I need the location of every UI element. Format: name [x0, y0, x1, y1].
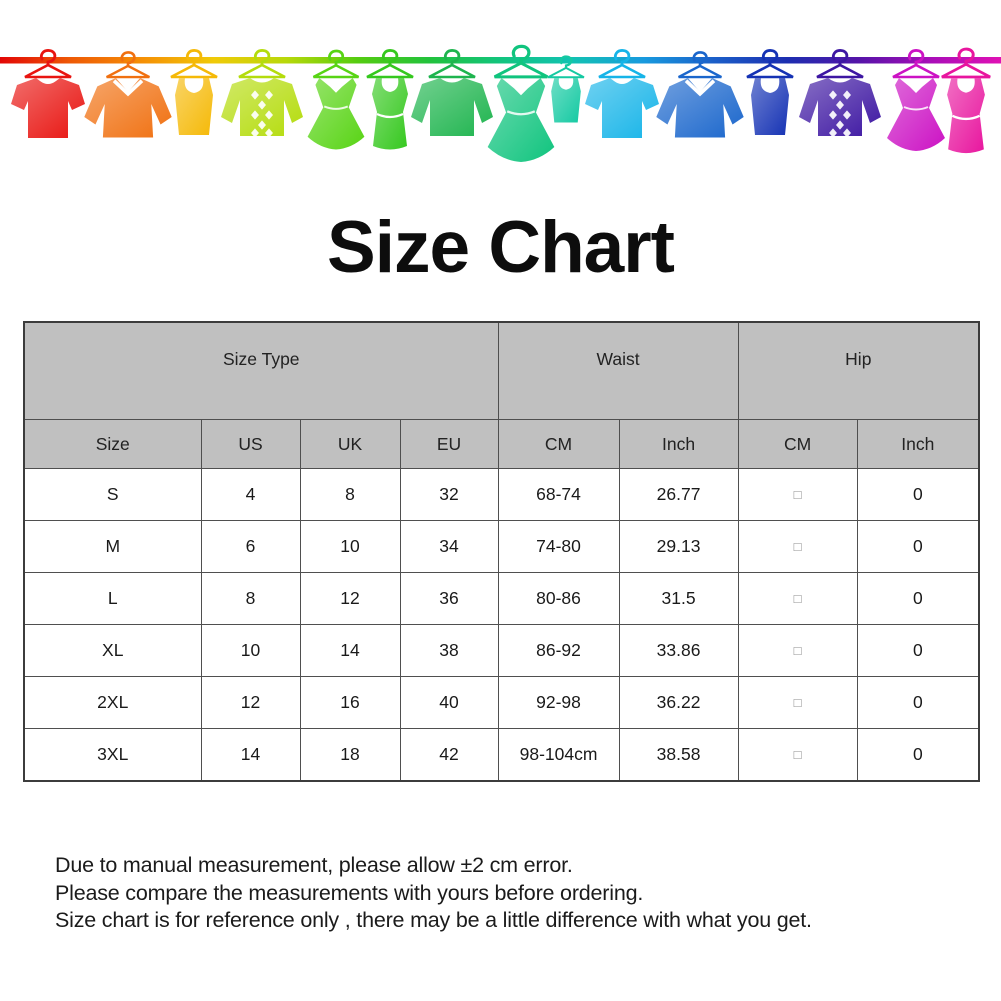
table-cell: 4	[200, 468, 301, 521]
table-row: M 6 10 34 74-80 29.13 □ 0	[23, 520, 980, 573]
table-cell: 29.13	[618, 520, 739, 573]
column-header-cell: Inch	[618, 419, 739, 469]
note-line-3: Size chart is for reference only , there…	[55, 908, 812, 932]
table-cell: 32	[399, 468, 499, 521]
table-row: XL 10 14 38 86-92 33.86 □ 0	[23, 624, 980, 677]
cyan-tshirt-icon	[585, 49, 659, 138]
table-cell: 0	[856, 572, 980, 625]
table-cell: 6	[200, 520, 301, 573]
column-header-cell: CM	[497, 419, 620, 469]
table-cell: 34	[399, 520, 499, 573]
sea-green-dress-icon	[487, 44, 555, 162]
table-cell: □	[737, 676, 858, 729]
table-cell: 40	[399, 676, 499, 729]
size-chart-table: Size Type Waist Hip Size US UK EU CM Inch CM Inch…	[23, 321, 981, 782]
table-cell: 16	[299, 676, 401, 729]
orange-shirt-icon	[84, 51, 172, 138]
group-header-cell: Waist	[497, 321, 739, 420]
note-line-2: Please compare the measurements with you…	[55, 880, 644, 905]
table-cell: □	[737, 468, 858, 521]
table-cell: 0	[856, 624, 980, 677]
table-cell: □	[737, 572, 858, 625]
table-cell: 86-92	[497, 624, 620, 677]
navy-tank-top-icon	[746, 49, 794, 135]
group-header-cell: Size Type	[23, 321, 499, 420]
column-header-row: Size US UK EU CM Inch CM Inch	[23, 419, 980, 469]
table-cell: 31.5	[618, 572, 739, 625]
table-cell: 33.86	[618, 624, 739, 677]
group-header-cell: Hip	[737, 321, 980, 420]
table-cell: M	[23, 520, 202, 573]
green-sweater-icon	[411, 49, 493, 136]
yellow-green-argyle-sweater-icon	[221, 49, 303, 138]
table-cell: 18	[299, 728, 401, 782]
column-header-cell: Size	[23, 419, 202, 469]
green-tank-dress-icon	[366, 49, 414, 150]
table-header: Size Type Waist Hip Size US UK EU CM Inch CM Inch	[23, 321, 980, 469]
column-header-cell: CM	[737, 419, 858, 469]
table-cell: 12	[299, 572, 401, 625]
table-cell: 0	[856, 728, 980, 782]
table-cell: 26.77	[618, 468, 739, 521]
pink-tank-dress-icon	[941, 47, 991, 154]
table-cell: 0	[856, 468, 980, 521]
column-header-cell: Inch	[856, 419, 980, 469]
table-row: S 4 8 32 68-74 26.77 □ 0	[23, 468, 980, 521]
table-cell: 14	[200, 728, 301, 782]
column-header-cell: EU	[399, 419, 499, 469]
table-cell: 38.58	[618, 728, 739, 782]
table-cell: □	[737, 728, 858, 782]
table-cell: 38	[399, 624, 499, 677]
table-cell: 36	[399, 572, 499, 625]
table-cell: 0	[856, 676, 980, 729]
table-cell: XL	[23, 624, 202, 677]
table-cell: 80-86	[497, 572, 620, 625]
table-row: 2XL 12 16 40 92-98 36.22 □ 0	[23, 676, 980, 729]
table-cell: 12	[200, 676, 301, 729]
blue-shirt-icon	[656, 51, 744, 138]
table-cell: 8	[200, 572, 301, 625]
page-title: Size Chart	[327, 207, 675, 288]
table-body: S 4 8 32 68-74 26.77 □ 0 M 6 10 34 74-80 29.13 □ 0 L 8 12 3…	[23, 468, 980, 782]
table-cell: 74-80	[497, 520, 620, 573]
table-cell: S	[23, 468, 202, 521]
table-cell: □	[737, 520, 858, 573]
table-cell: 42	[399, 728, 499, 782]
table-cell: 92-98	[497, 676, 620, 729]
table-cell: L	[23, 572, 202, 625]
magenta-dress-icon	[887, 49, 945, 151]
table-cell: 68-74	[497, 468, 620, 521]
teal-tank-top-icon	[547, 55, 585, 123]
table-cell: 3XL	[23, 728, 202, 782]
red-tshirt-icon	[11, 49, 85, 138]
group-header-row: Size Type Waist Hip	[23, 321, 980, 420]
table-row: L 8 12 36 80-86 31.5 □ 0	[23, 572, 980, 625]
column-header-cell: UK	[299, 419, 401, 469]
table-cell: 2XL	[23, 676, 202, 729]
table-cell: 10	[299, 520, 401, 573]
table-row: 3XL 14 18 42 98-104cm 38.58 □ 0	[23, 728, 980, 782]
table-cell: 36.22	[618, 676, 739, 729]
clothesline-rope	[0, 57, 1001, 64]
table-cell: 8	[299, 468, 401, 521]
green-dress-icon	[307, 49, 365, 150]
table-cell: 0	[856, 520, 980, 573]
table-cell: 14	[299, 624, 401, 677]
note-line-1: Due to manual measurement, please allow …	[55, 853, 573, 877]
gold-tank-top-icon	[170, 49, 218, 135]
table-cell: □	[737, 624, 858, 677]
notes: Due to manual measurement, please allow …	[55, 852, 1001, 935]
column-header-cell: US	[200, 419, 301, 469]
table-cell: 10	[200, 624, 301, 677]
table-cell: 98-104cm	[497, 728, 620, 782]
clothesline-banner	[0, 44, 1001, 162]
purple-argyle-sweater-icon	[799, 49, 881, 138]
